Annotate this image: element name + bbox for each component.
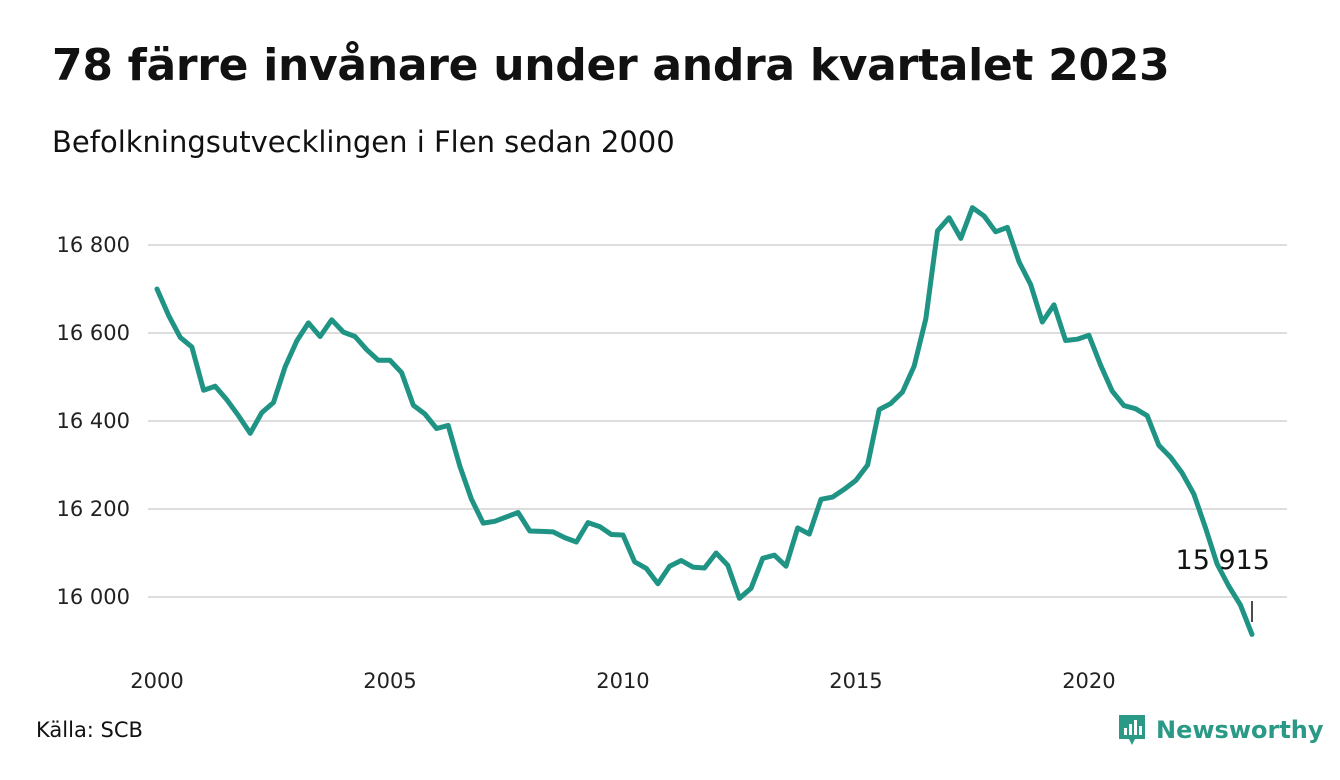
- line-chart: 16 000 16 200 16 400 16 600 16 800 2000 2005 20…: [57, 205, 1287, 693]
- x-tick-label: 2005: [363, 669, 416, 693]
- x-tick-label: 2020: [1062, 669, 1115, 693]
- y-tick-label: 16 400: [57, 409, 130, 433]
- chart-title: 78 färre invånare under andra kvartalet …: [52, 40, 1170, 91]
- y-tick-label: 16 800: [57, 233, 130, 257]
- source-note: Källa: SCB: [36, 718, 143, 742]
- end-value-label: 15 915: [1176, 545, 1270, 576]
- y-tick-label: 16 200: [57, 497, 130, 521]
- brand-name: Newsworthy: [1156, 716, 1324, 744]
- newsworthy-brand[interactable]: Newsworthy: [1117, 713, 1324, 747]
- x-tick-label: 2010: [596, 669, 649, 693]
- x-tick-label: 2015: [829, 669, 882, 693]
- x-tick-label: 2000: [130, 669, 183, 693]
- newsworthy-logo-icon: [1119, 715, 1145, 745]
- y-tick-label: 16 600: [57, 321, 130, 345]
- chart-subtitle: Befolkningsutvecklingen i Flen sedan 200…: [52, 125, 675, 159]
- y-tick-label: 16 000: [57, 585, 130, 609]
- series-line: [154, 205, 1255, 637]
